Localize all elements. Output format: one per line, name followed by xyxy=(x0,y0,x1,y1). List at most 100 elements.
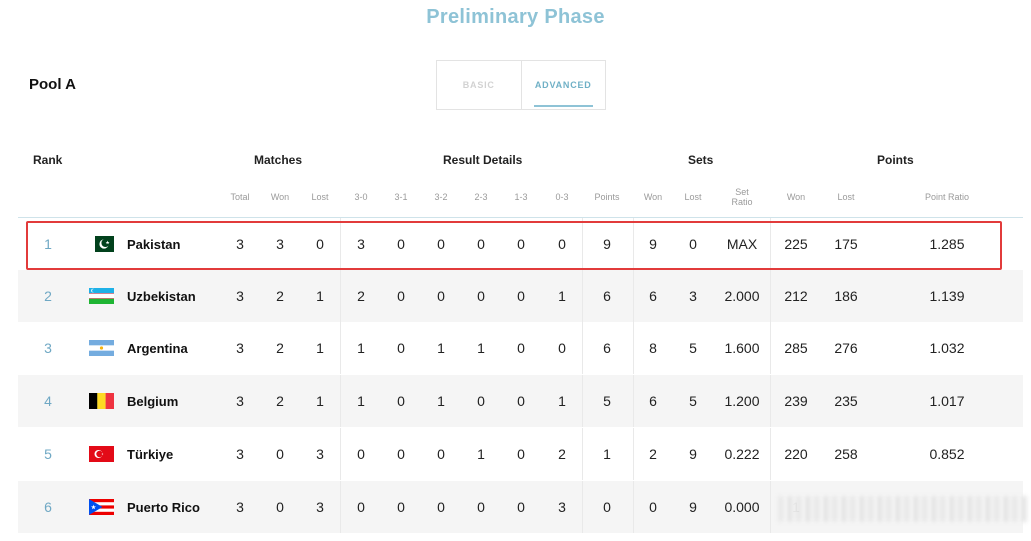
column-separator xyxy=(340,218,341,270)
matches-total-cell: 3 xyxy=(236,499,244,515)
result-points-cell: 1 xyxy=(603,446,611,462)
column-separator xyxy=(340,375,341,427)
result-0-3-cell: 1 xyxy=(558,393,566,409)
points-won-cell: 220 xyxy=(784,446,808,462)
view-toggle: BASIC ADVANCED xyxy=(436,60,606,110)
belgium-flag-icon xyxy=(89,393,114,409)
col-header-result-3-1: 3-1 xyxy=(394,192,408,202)
rank-cell: 5 xyxy=(44,446,52,462)
table-row[interactable]: 3 Argentina 3 2 1 1 0 1 1 0 0 6 8 5 1.600 285 276 1.032 xyxy=(18,322,1023,374)
matches-total-cell: 3 xyxy=(236,288,244,304)
col-header-sets-won: Won xyxy=(643,192,663,202)
point-ratio-cell: 1.285 xyxy=(929,236,965,252)
result-3-2-cell: 1 xyxy=(437,393,445,409)
column-separator xyxy=(770,428,771,480)
column-separator xyxy=(633,322,634,374)
table-row[interactable]: 5 Türkiye 3 0 3 0 0 0 1 0 2 1 2 9 0.222 220 258 0.852 xyxy=(18,428,1023,480)
country-name[interactable]: Puerto Rico xyxy=(127,499,200,515)
result-2-3-cell: 1 xyxy=(477,340,485,356)
column-separator xyxy=(770,481,771,533)
result-0-3-cell: 3 xyxy=(558,499,566,515)
matches-group-header: Matches xyxy=(254,153,303,167)
column-separator xyxy=(340,428,341,480)
sets-lost-cell: 9 xyxy=(689,499,697,515)
pakistan-flag-icon xyxy=(89,236,114,252)
matches-lost-cell: 1 xyxy=(316,340,324,356)
col-header-result-3-0: 3-0 xyxy=(354,192,368,202)
sets-lost-cell: 9 xyxy=(689,446,697,462)
result-1-3-cell: 0 xyxy=(517,288,525,304)
col-header-result-0-3: 0-3 xyxy=(555,192,569,202)
column-separator xyxy=(770,270,771,322)
matches-total-cell: 3 xyxy=(236,236,244,252)
rank-cell: 1 xyxy=(44,236,52,252)
result-3-0-cell: 0 xyxy=(357,499,365,515)
column-separator xyxy=(633,375,634,427)
advanced-view-tab[interactable]: ADVANCED xyxy=(522,61,606,109)
column-separator xyxy=(582,375,583,427)
blurred-overlay xyxy=(778,496,1028,522)
column-separator xyxy=(633,218,634,270)
basic-view-tab[interactable]: BASIC xyxy=(437,61,522,109)
points-lost-cell: 175 xyxy=(834,236,858,252)
result-0-3-cell: 0 xyxy=(558,236,566,252)
column-separator xyxy=(770,375,771,427)
point-ratio-cell: 1.017 xyxy=(929,393,965,409)
result-0-3-cell: 1 xyxy=(558,288,566,304)
matches-total-cell: 3 xyxy=(236,393,244,409)
matches-total-cell: 3 xyxy=(236,340,244,356)
country-name[interactable]: Argentina xyxy=(127,340,188,356)
result-1-3-cell: 0 xyxy=(517,446,525,462)
result-3-2-cell: 0 xyxy=(437,499,445,515)
table-row[interactable]: 1 Pakistan 3 3 0 3 0 0 0 0 0 9 9 0 MAX 225 175 1.285 xyxy=(18,218,1023,270)
sets-won-cell: 8 xyxy=(649,340,657,356)
sets-lost-cell: 5 xyxy=(689,393,697,409)
column-separator xyxy=(340,481,341,533)
result-3-2-cell: 0 xyxy=(437,236,445,252)
result-3-1-cell: 0 xyxy=(397,288,405,304)
points-lost-cell: 235 xyxy=(834,393,858,409)
result-1-3-cell: 0 xyxy=(517,393,525,409)
sets-won-cell: 2 xyxy=(649,446,657,462)
set-ratio-cell: 0.000 xyxy=(724,499,760,515)
header-divider xyxy=(18,217,1023,218)
table-row[interactable]: 4 Belgium 3 2 1 1 0 1 0 0 1 5 6 5 1.200 239 235 1.017 xyxy=(18,375,1023,427)
result-1-3-cell: 0 xyxy=(517,236,525,252)
result-3-0-cell: 1 xyxy=(357,340,365,356)
column-separator xyxy=(770,218,771,270)
result-3-1-cell: 0 xyxy=(397,446,405,462)
rank-cell: 4 xyxy=(44,393,52,409)
points-won-cell: 239 xyxy=(784,393,808,409)
matches-won-cell: 2 xyxy=(276,393,284,409)
matches-won-cell: 3 xyxy=(276,236,284,252)
matches-won-cell: 2 xyxy=(276,340,284,356)
col-header-matches-lost: Lost xyxy=(311,192,329,202)
points-won-cell: 285 xyxy=(784,340,808,356)
column-separator xyxy=(340,270,341,322)
matches-won-cell: 2 xyxy=(276,288,284,304)
result-3-0-cell: 1 xyxy=(357,393,365,409)
rank-header: Rank xyxy=(33,153,63,167)
rank-cell: 2 xyxy=(44,288,52,304)
country-name[interactable]: Türkiye xyxy=(127,446,174,462)
country-name[interactable]: Pakistan xyxy=(127,236,181,252)
col-header-matches-won: Won xyxy=(270,192,290,202)
result-2-3-cell: 0 xyxy=(477,236,485,252)
matches-won-cell: 0 xyxy=(276,446,284,462)
table-row[interactable]: 2 Uzbekistan 3 2 1 2 0 0 0 0 1 6 6 3 2.000 212 186 1.139 xyxy=(18,270,1023,322)
result-3-0-cell: 0 xyxy=(357,446,365,462)
column-separator xyxy=(582,481,583,533)
country-name[interactable]: Uzbekistan xyxy=(127,288,196,304)
col-header-result-points: Points xyxy=(594,192,620,202)
matches-lost-cell: 3 xyxy=(316,446,324,462)
result-points-cell: 0 xyxy=(603,499,611,515)
col-header-points-lost: Lost xyxy=(837,192,855,202)
points-group-header: Points xyxy=(877,153,914,167)
result-3-1-cell: 0 xyxy=(397,340,405,356)
points-won-cell: 212 xyxy=(784,288,808,304)
result-3-2-cell: 0 xyxy=(437,288,445,304)
matches-won-cell: 0 xyxy=(276,499,284,515)
result-details-group-header: Result Details xyxy=(443,153,523,167)
result-3-1-cell: 0 xyxy=(397,393,405,409)
country-name[interactable]: Belgium xyxy=(127,393,179,409)
